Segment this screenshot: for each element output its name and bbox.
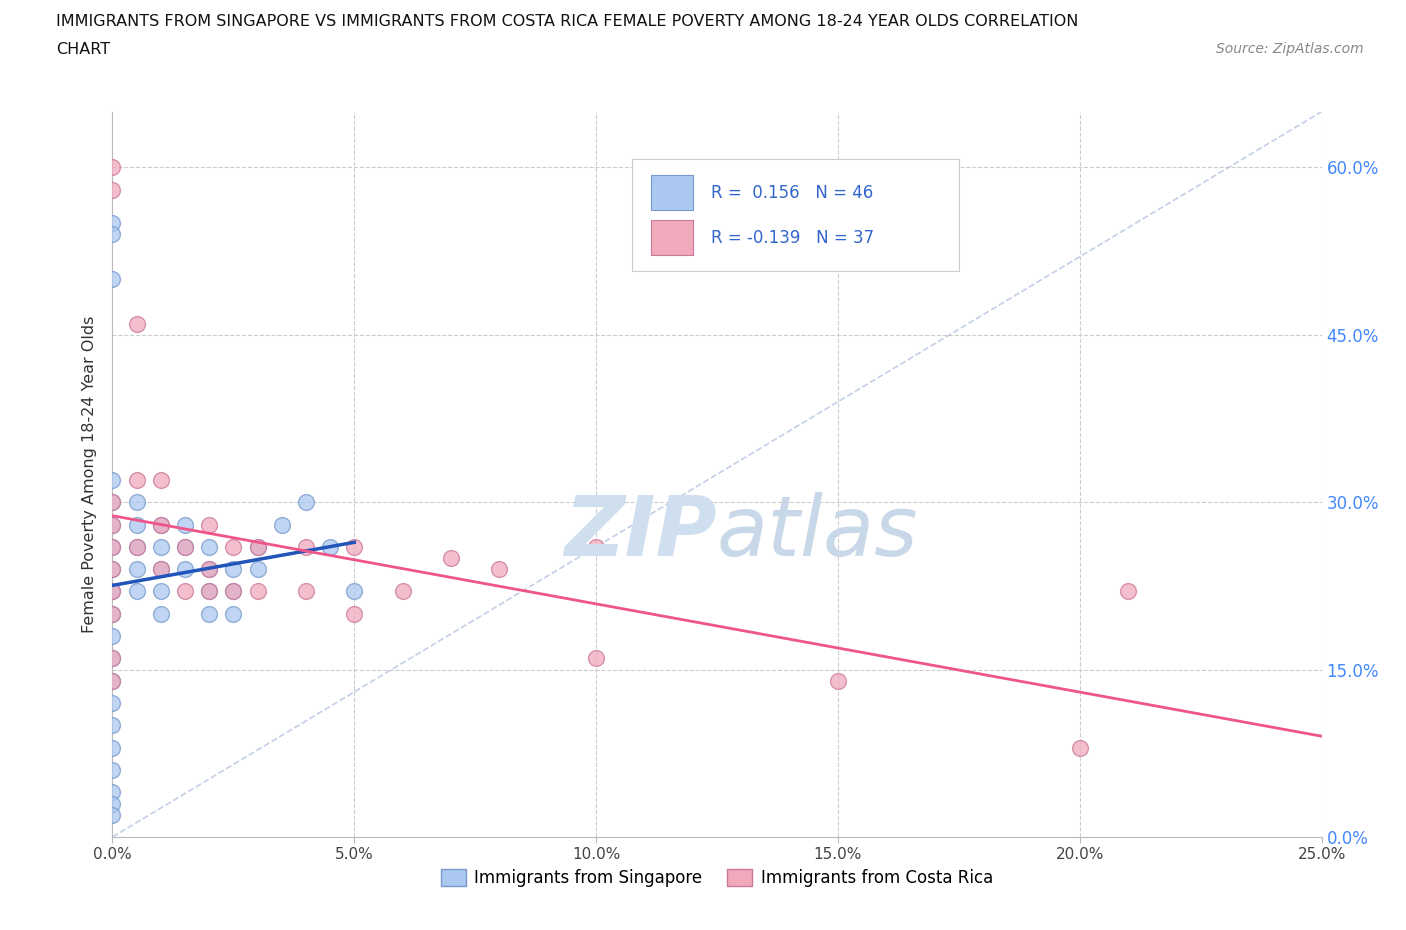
Text: CHART: CHART (56, 42, 110, 57)
Point (125, 472, 148, 487)
Text: atlas: atlas (717, 492, 918, 573)
Point (125, 517, 148, 532)
Point (198, 562, 221, 577)
Text: ZIP: ZIP (564, 492, 717, 573)
Point (295, 495, 318, 510)
Point (270, 517, 292, 532)
Point (440, 551, 463, 565)
Point (101, 160, 124, 175)
Point (101, 272, 124, 286)
Point (101, 517, 124, 532)
Point (149, 517, 172, 532)
Point (101, 606, 124, 621)
Point (174, 539, 197, 554)
Point (174, 562, 197, 577)
Point (198, 562, 221, 577)
FancyBboxPatch shape (651, 175, 693, 209)
Point (125, 539, 148, 554)
Point (174, 517, 197, 532)
Point (343, 584, 366, 599)
Point (101, 740, 124, 755)
Point (198, 517, 221, 532)
Point (343, 606, 366, 621)
Point (101, 227, 124, 242)
Point (101, 796, 124, 811)
Point (101, 696, 124, 711)
Point (222, 584, 245, 599)
Point (246, 584, 269, 599)
Point (319, 539, 342, 554)
Point (1116, 584, 1139, 599)
Y-axis label: Female Poverty Among 18-24 Year Olds: Female Poverty Among 18-24 Year Olds (82, 315, 97, 633)
Point (101, 182, 124, 197)
Point (246, 562, 269, 577)
Point (198, 606, 221, 621)
Point (222, 584, 245, 599)
Point (149, 562, 172, 577)
Point (585, 651, 607, 666)
Point (101, 539, 124, 554)
Point (101, 495, 124, 510)
Point (149, 606, 172, 621)
Point (295, 584, 318, 599)
Point (827, 673, 849, 688)
Point (101, 651, 124, 666)
Point (222, 539, 245, 554)
Point (101, 216, 124, 231)
Point (101, 673, 124, 688)
Point (101, 651, 124, 666)
Point (125, 316, 148, 331)
Point (101, 539, 124, 554)
Point (198, 584, 221, 599)
Point (101, 584, 124, 599)
Point (101, 472, 124, 487)
Point (174, 584, 197, 599)
Point (246, 539, 269, 554)
Point (101, 495, 124, 510)
Point (198, 584, 221, 599)
Point (222, 606, 245, 621)
Text: Source: ZipAtlas.com: Source: ZipAtlas.com (1216, 42, 1364, 56)
Point (246, 539, 269, 554)
Point (198, 539, 221, 554)
Point (125, 562, 148, 577)
Point (101, 562, 124, 577)
Point (101, 763, 124, 777)
Point (125, 584, 148, 599)
Point (585, 539, 607, 554)
Point (125, 495, 148, 510)
FancyBboxPatch shape (633, 159, 959, 272)
Point (149, 584, 172, 599)
Point (149, 562, 172, 577)
Point (174, 539, 197, 554)
Text: IMMIGRANTS FROM SINGAPORE VS IMMIGRANTS FROM COSTA RICA FEMALE POVERTY AMONG 18-: IMMIGRANTS FROM SINGAPORE VS IMMIGRANTS … (56, 14, 1078, 29)
Point (222, 562, 245, 577)
Point (149, 517, 172, 532)
Point (295, 539, 318, 554)
Point (391, 584, 413, 599)
Point (101, 629, 124, 644)
Point (149, 539, 172, 554)
Point (101, 807, 124, 822)
Point (1069, 740, 1091, 755)
Point (101, 785, 124, 800)
Point (101, 606, 124, 621)
Legend: Immigrants from Singapore, Immigrants from Costa Rica: Immigrants from Singapore, Immigrants fr… (434, 862, 1000, 894)
Point (101, 673, 124, 688)
Point (488, 562, 510, 577)
FancyBboxPatch shape (651, 220, 693, 255)
Point (101, 517, 124, 532)
Point (125, 539, 148, 554)
Point (101, 584, 124, 599)
Point (101, 562, 124, 577)
Point (101, 718, 124, 733)
Point (149, 472, 172, 487)
Text: R = -0.139   N = 37: R = -0.139 N = 37 (711, 229, 875, 246)
Text: R =  0.156   N = 46: R = 0.156 N = 46 (711, 184, 873, 202)
Point (343, 539, 366, 554)
